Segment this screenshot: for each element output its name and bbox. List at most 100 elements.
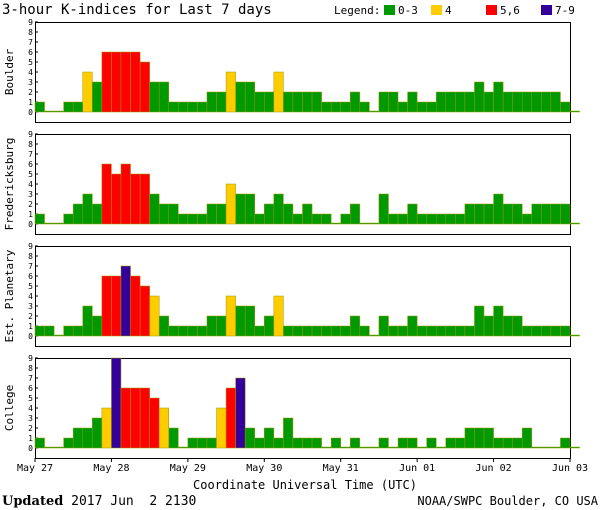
k-index-bar (388, 446, 399, 449)
k-index-bar (34, 325, 45, 337)
k-index-bar (235, 305, 246, 337)
k-index-bar (178, 213, 189, 225)
y-tick-label: 0 (28, 332, 33, 341)
k-index-bar (130, 275, 141, 337)
k-index-bar (369, 222, 380, 225)
y-tick-label: 6 (28, 384, 33, 393)
k-index-bar (130, 173, 141, 225)
k-index-bar (130, 51, 141, 113)
k-index-bar (369, 110, 380, 113)
k-index-bar (254, 325, 265, 337)
y-tick-label: 8 (28, 28, 33, 37)
k-index-bar (283, 325, 294, 337)
k-index-bar (254, 437, 265, 449)
y-tick-label: 3 (28, 414, 33, 423)
k-index-bar (92, 203, 103, 225)
k-index-bar (34, 213, 45, 225)
k-index-bar (302, 91, 313, 113)
k-index-bar (63, 213, 74, 225)
k-index-bar (436, 91, 447, 113)
k-index-bar (63, 101, 74, 113)
k-index-bar (407, 203, 418, 225)
y-tick-label: 4 (28, 180, 33, 189)
k-index-bar (254, 213, 265, 225)
k-index-bar (216, 407, 227, 449)
k-index-bar (72, 427, 84, 449)
k-index-bar (197, 437, 208, 449)
k-index-bar (273, 71, 284, 113)
k-index-bar (321, 325, 332, 337)
y-tick-label: 7 (28, 374, 33, 383)
k-index-bar (168, 101, 179, 113)
y-tick-label: 9 (28, 354, 33, 363)
legend-label: Legend: (334, 4, 380, 17)
k-index-bar (369, 334, 380, 337)
k-index-bar (541, 91, 552, 113)
x-tick-label: Jun 02 (476, 463, 512, 474)
k-index-bar (416, 325, 427, 337)
k-index-bar (350, 437, 361, 449)
k-index-bar (493, 81, 504, 113)
k-index-bar (378, 193, 389, 225)
k-index-bar (264, 91, 275, 113)
k-index-bar (407, 315, 418, 337)
k-index-bar (512, 91, 523, 113)
k-index-bar (483, 315, 494, 337)
y-tick-label: 8 (28, 252, 33, 261)
k-index-bar (302, 325, 313, 337)
k-index-bar (53, 334, 64, 337)
k-index-bar (455, 437, 466, 449)
k-index-bar (350, 91, 361, 113)
k-index-bar (483, 91, 494, 113)
k-index-bar (378, 91, 389, 113)
k-index-bar (187, 437, 198, 449)
k-index-bar (111, 51, 122, 113)
y-tick-label: 1 (28, 322, 33, 331)
k-index-bar (292, 213, 303, 225)
k-index-bar (178, 446, 189, 449)
k-index-bar (426, 213, 437, 225)
k-index-bar (474, 305, 485, 337)
k-index-bar (158, 315, 169, 337)
y-tick-label: 5 (28, 170, 33, 179)
k-index-bar (493, 305, 504, 337)
y-tick-label: 5 (28, 394, 33, 403)
k-index-bar (330, 325, 341, 337)
k-index-bar (44, 110, 55, 113)
k-index-bar (225, 387, 236, 449)
k-index-bar (225, 71, 236, 113)
legend-entry-2: 5,6 (500, 4, 520, 17)
k-index-bar (139, 285, 150, 337)
k-index-bar (206, 203, 217, 225)
k-index-bar (541, 446, 552, 449)
y-tick-label: 3 (28, 302, 33, 311)
k-index-bar (197, 325, 208, 337)
k-index-bar (254, 91, 265, 113)
legend-swatch-2 (486, 5, 497, 15)
k-index-bar (111, 173, 122, 225)
k-index-bar (149, 295, 160, 337)
k-index-bar (464, 91, 475, 113)
k-index-bar (273, 437, 284, 449)
station-label: Est. Planetary (3, 249, 16, 342)
k-index-bar (416, 101, 427, 113)
y-tick-label: 3 (28, 190, 33, 199)
k-index-bar (225, 295, 236, 337)
k-index-bar (72, 325, 84, 337)
k-index-bar (455, 213, 466, 225)
k-index-bar (502, 437, 513, 449)
k-index-bar (464, 203, 475, 225)
k-index-bar (531, 325, 542, 337)
x-tick-label: May 28 (93, 463, 129, 474)
k-index-bar (53, 110, 64, 113)
k-index-bar (92, 417, 103, 449)
k-index-bar (388, 325, 399, 337)
k-index-bar (53, 222, 64, 225)
k-index-bar (244, 305, 255, 337)
x-tick-label: May 29 (170, 463, 206, 474)
k-index-bar (72, 203, 84, 225)
k-index-bar (521, 91, 533, 113)
k-index-bar (407, 437, 418, 449)
